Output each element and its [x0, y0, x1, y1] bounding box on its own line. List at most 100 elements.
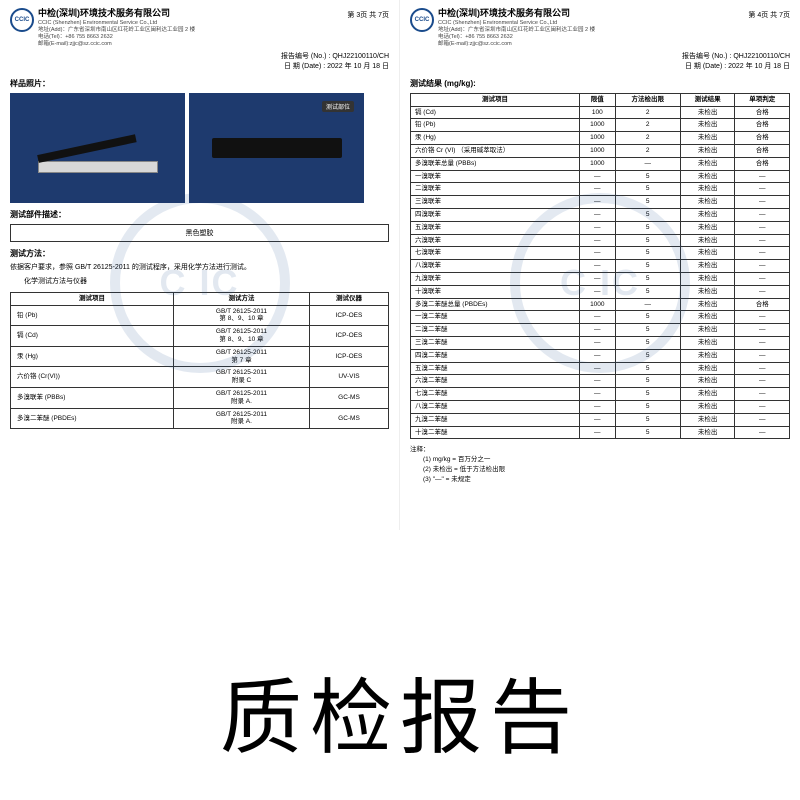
result-table-cell: 十溴联苯 [411, 285, 580, 298]
result-table-cell: 未检出 [680, 311, 735, 324]
note-item: (2) 未检出 = 低于方法检出限 [410, 465, 790, 475]
result-table-cell: — [735, 221, 790, 234]
method-table-cell: GB/T 26125-2011附录 A. [173, 408, 309, 429]
ccic-logo: CCIC [10, 8, 34, 32]
result-table-cell: 5 [615, 311, 680, 324]
result-table-cell: 未检出 [680, 234, 735, 247]
result-table-cell: 100 [580, 106, 615, 119]
result-table-cell: 未检出 [680, 221, 735, 234]
result-table-cell: — [580, 413, 615, 426]
page-number: 第 4页 共 7页 [748, 10, 790, 20]
result-table-cell: — [735, 260, 790, 273]
method-table-cell: GB/T 26125-2011附录 A. [173, 388, 309, 409]
result-table-cell: — [735, 170, 790, 183]
result-table-cell: 未检出 [680, 349, 735, 362]
method-table-cell: GB/T 26125-2011附录 C [173, 367, 309, 388]
result-table-cell: — [615, 157, 680, 170]
result-table-cell: 5 [615, 336, 680, 349]
method-table-cell: GC-MS [309, 388, 388, 409]
method-table-cell: UV-VIS [309, 367, 388, 388]
result-table-cell: — [735, 375, 790, 388]
result-table-cell: — [615, 298, 680, 311]
result-table-cell: 5 [615, 273, 680, 286]
company-address: 地址(Add)：广东省深圳市南山区红花岭工业区闽利达工业园 2 楼 [38, 27, 343, 34]
result-table-cell: — [580, 349, 615, 362]
result-table-cell: 2 [615, 145, 680, 158]
method-table-cell: ICP-OES [309, 305, 388, 326]
result-table-cell: 三溴联苯 [411, 196, 580, 209]
method-table-cell: GC-MS [309, 408, 388, 429]
result-table: 测试项目限值方法检出限测试结果单项判定镉 (Cd)1002未检出合格铅 (Pb)… [410, 93, 790, 440]
report-info: 报告编号 (No.) : QHJ22100110/CH 日 期 (Date) :… [10, 52, 389, 72]
result-table-cell: 未检出 [680, 285, 735, 298]
result-section-title: 测试结果 (mg/kg): [410, 78, 790, 89]
result-table-cell: — [735, 324, 790, 337]
result-table-cell: 5 [615, 285, 680, 298]
result-table-cell: 5 [615, 170, 680, 183]
report-no: QHJ22100110/CH [733, 53, 790, 60]
result-table-cell: 2 [615, 106, 680, 119]
result-table-cell: — [580, 234, 615, 247]
sample-photo-1 [10, 93, 185, 203]
result-table-cell: — [580, 311, 615, 324]
result-table-cell: — [735, 196, 790, 209]
report-no: QHJ22100110/CH [332, 53, 389, 60]
method-table-cell: GB/T 26125-2011第 8、9、10 章 [173, 326, 309, 347]
result-table-cell: 合格 [735, 132, 790, 145]
result-table-cell: 合格 [735, 145, 790, 158]
description-table: 黑色塑胶 [10, 224, 389, 242]
result-table-cell: 5 [615, 183, 680, 196]
result-table-cell: 七溴联苯 [411, 247, 580, 260]
result-table-cell: — [580, 273, 615, 286]
result-table-cell: 二溴联苯 [411, 183, 580, 196]
result-table-cell: — [735, 388, 790, 401]
method-table-cell: 铅 (Pb) [11, 305, 174, 326]
report-no-label: 报告编号 (No.) : [281, 53, 330, 60]
result-table-cell: 九溴二苯醚 [411, 413, 580, 426]
company-name-en: CCIC (Shenzhen) Environmental Service Co… [38, 20, 343, 27]
result-table-cell: 5 [615, 426, 680, 439]
result-table-cell: 5 [615, 413, 680, 426]
result-table-header: 方法检出限 [615, 93, 680, 106]
result-table-cell: — [580, 388, 615, 401]
result-table-cell: 未检出 [680, 298, 735, 311]
result-table-cell: 七溴二苯醚 [411, 388, 580, 401]
result-table-cell: — [735, 285, 790, 298]
company-name-cn: 中检(深圳)环境技术服务有限公司 [38, 8, 343, 20]
result-table-cell: 1000 [580, 119, 615, 132]
result-table-cell: 5 [615, 375, 680, 388]
result-table-cell: 未检出 [680, 132, 735, 145]
report-page-4: C IC CCIC 中检(深圳)环境技术服务有限公司 CCIC (Shenzhe… [400, 0, 800, 530]
result-table-cell: 一溴联苯 [411, 170, 580, 183]
sample-photo-2: 测试部位 [189, 93, 364, 203]
method-table-header: 测试项目 [11, 292, 174, 305]
photo-section-title: 样品照片： [10, 78, 389, 89]
result-table-cell: — [580, 170, 615, 183]
result-table-cell: 1000 [580, 145, 615, 158]
result-table-cell: 未检出 [680, 247, 735, 260]
method-text: 依据客户要求，参照 GB/T 26125-2011 的测试程序，采用化学方法进行… [10, 263, 389, 274]
method-table-cell: 汞 (Hg) [11, 346, 174, 367]
result-table-cell: — [580, 362, 615, 375]
result-table-cell: 未检出 [680, 324, 735, 337]
result-table-cell: 5 [615, 247, 680, 260]
result-table-cell: 多溴联苯总量 (PBBs) [411, 157, 580, 170]
result-table-cell: 多溴二苯醚总量 (PBDEs) [411, 298, 580, 311]
result-table-cell: — [580, 247, 615, 260]
result-table-cell: — [735, 349, 790, 362]
report-page-3: C IC CCIC 中检(深圳)环境技术服务有限公司 CCIC (Shenzhe… [0, 0, 400, 530]
result-table-cell: 未检出 [680, 388, 735, 401]
result-table-cell: 未检出 [680, 426, 735, 439]
result-table-cell: 八溴二苯醚 [411, 400, 580, 413]
result-table-cell: — [580, 336, 615, 349]
report-no-label: 报告编号 (No.) : [682, 53, 731, 60]
result-table-cell: — [580, 196, 615, 209]
result-table-cell: 合格 [735, 119, 790, 132]
result-table-cell: 铅 (Pb) [411, 119, 580, 132]
result-table-cell: — [580, 285, 615, 298]
result-table-cell: 三溴二苯醚 [411, 336, 580, 349]
result-table-header: 测试结果 [680, 93, 735, 106]
result-table-cell: 2 [615, 132, 680, 145]
result-table-cell: — [735, 273, 790, 286]
method-table-cell: 镉 (Cd) [11, 326, 174, 347]
